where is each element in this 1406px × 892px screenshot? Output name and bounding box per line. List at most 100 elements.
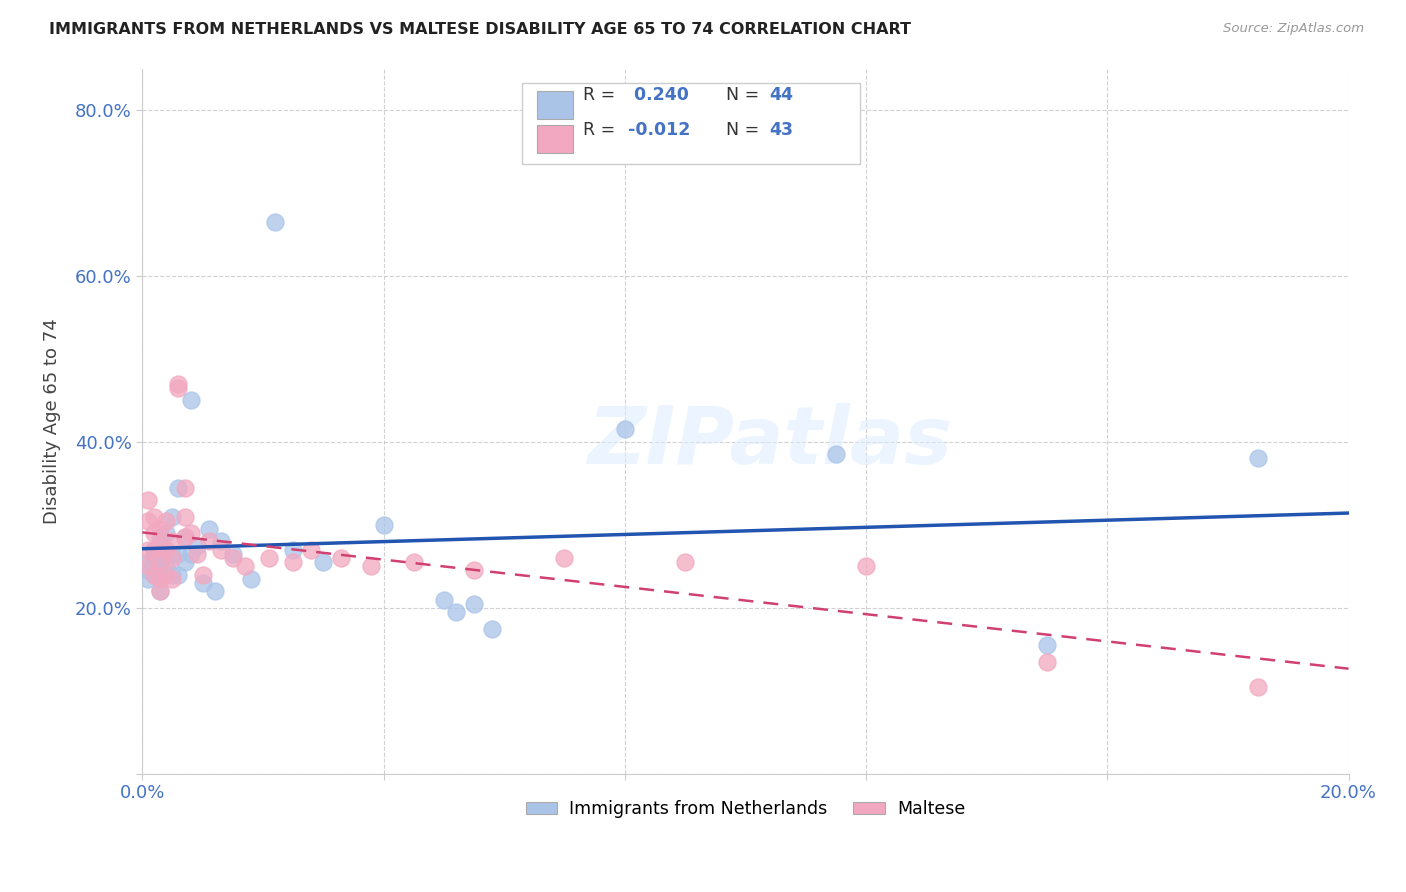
Point	[149, 555, 172, 569]
Point	[143, 567, 166, 582]
Point	[173, 509, 195, 524]
Point	[222, 551, 245, 566]
Point	[360, 559, 382, 574]
Point	[155, 542, 177, 557]
FancyBboxPatch shape	[537, 125, 572, 153]
Point	[143, 567, 166, 582]
Point	[186, 539, 208, 553]
Point	[281, 542, 304, 557]
Point	[1247, 451, 1270, 466]
Point	[162, 572, 184, 586]
Point	[222, 547, 245, 561]
Text: IMMIGRANTS FROM NETHERLANDS VS MALTESE DISABILITY AGE 65 TO 74 CORRELATION CHART: IMMIGRANTS FROM NETHERLANDS VS MALTESE D…	[49, 22, 911, 37]
Point	[1036, 655, 1059, 669]
Point	[209, 542, 232, 557]
Point	[191, 576, 214, 591]
Point	[149, 584, 172, 599]
Point	[264, 215, 287, 229]
FancyBboxPatch shape	[522, 83, 860, 164]
Point	[186, 547, 208, 561]
Point	[136, 514, 159, 528]
Point	[373, 517, 395, 532]
Point	[167, 481, 190, 495]
Point	[204, 584, 226, 599]
Legend: Immigrants from Netherlands, Maltese: Immigrants from Netherlands, Maltese	[519, 793, 972, 825]
Point	[136, 572, 159, 586]
Point	[136, 559, 159, 574]
Point	[824, 447, 846, 461]
Point	[173, 530, 195, 544]
Point	[149, 522, 172, 536]
Point	[299, 542, 322, 557]
Point	[191, 567, 214, 582]
Text: 0.240: 0.240	[628, 87, 689, 104]
Point	[143, 509, 166, 524]
Point	[209, 534, 232, 549]
Point	[155, 542, 177, 557]
Point	[180, 526, 202, 541]
Text: 44: 44	[769, 87, 793, 104]
Point	[149, 572, 172, 586]
Point	[257, 551, 280, 566]
Text: Source: ZipAtlas.com: Source: ZipAtlas.com	[1223, 22, 1364, 36]
Point	[143, 542, 166, 557]
Point	[167, 547, 190, 561]
Point	[162, 509, 184, 524]
Point	[173, 481, 195, 495]
Point	[197, 522, 219, 536]
Point	[155, 559, 177, 574]
Text: N =: N =	[716, 87, 765, 104]
Point	[463, 564, 485, 578]
Point	[149, 555, 172, 569]
Point	[312, 555, 335, 569]
Point	[613, 422, 636, 436]
Point	[463, 597, 485, 611]
Point	[155, 526, 177, 541]
Y-axis label: Disability Age 65 to 74: Disability Age 65 to 74	[44, 318, 60, 524]
Point	[149, 572, 172, 586]
Point	[444, 605, 467, 619]
Text: N =: N =	[716, 121, 765, 139]
Point	[855, 559, 877, 574]
Text: -0.012: -0.012	[628, 121, 690, 139]
Point	[155, 514, 177, 528]
Point	[1247, 680, 1270, 694]
Point	[167, 376, 190, 391]
Text: 43: 43	[769, 121, 793, 139]
Point	[136, 564, 159, 578]
Point	[180, 547, 202, 561]
Point	[167, 567, 190, 582]
Point	[136, 542, 159, 557]
Point	[180, 393, 202, 408]
Point	[281, 555, 304, 569]
Text: R =: R =	[582, 121, 620, 139]
Point	[162, 534, 184, 549]
Point	[197, 534, 219, 549]
Point	[136, 555, 159, 569]
Point	[162, 551, 184, 566]
Point	[143, 551, 166, 566]
Point	[673, 555, 696, 569]
Point	[143, 542, 166, 557]
Point	[155, 567, 177, 582]
Point	[173, 530, 195, 544]
Point	[162, 567, 184, 582]
Point	[481, 622, 503, 636]
Point	[143, 526, 166, 541]
Point	[233, 559, 256, 574]
Text: R =: R =	[582, 87, 620, 104]
Point	[149, 539, 172, 553]
Point	[553, 551, 575, 566]
Point	[167, 381, 190, 395]
Point	[402, 555, 425, 569]
Point	[143, 559, 166, 574]
Point	[162, 547, 184, 561]
Point	[239, 572, 262, 586]
Point	[136, 493, 159, 508]
Point	[330, 551, 353, 566]
Text: ZIPatlas: ZIPatlas	[588, 403, 952, 482]
Point	[1036, 638, 1059, 652]
FancyBboxPatch shape	[537, 91, 572, 120]
Point	[149, 530, 172, 544]
Point	[433, 592, 456, 607]
